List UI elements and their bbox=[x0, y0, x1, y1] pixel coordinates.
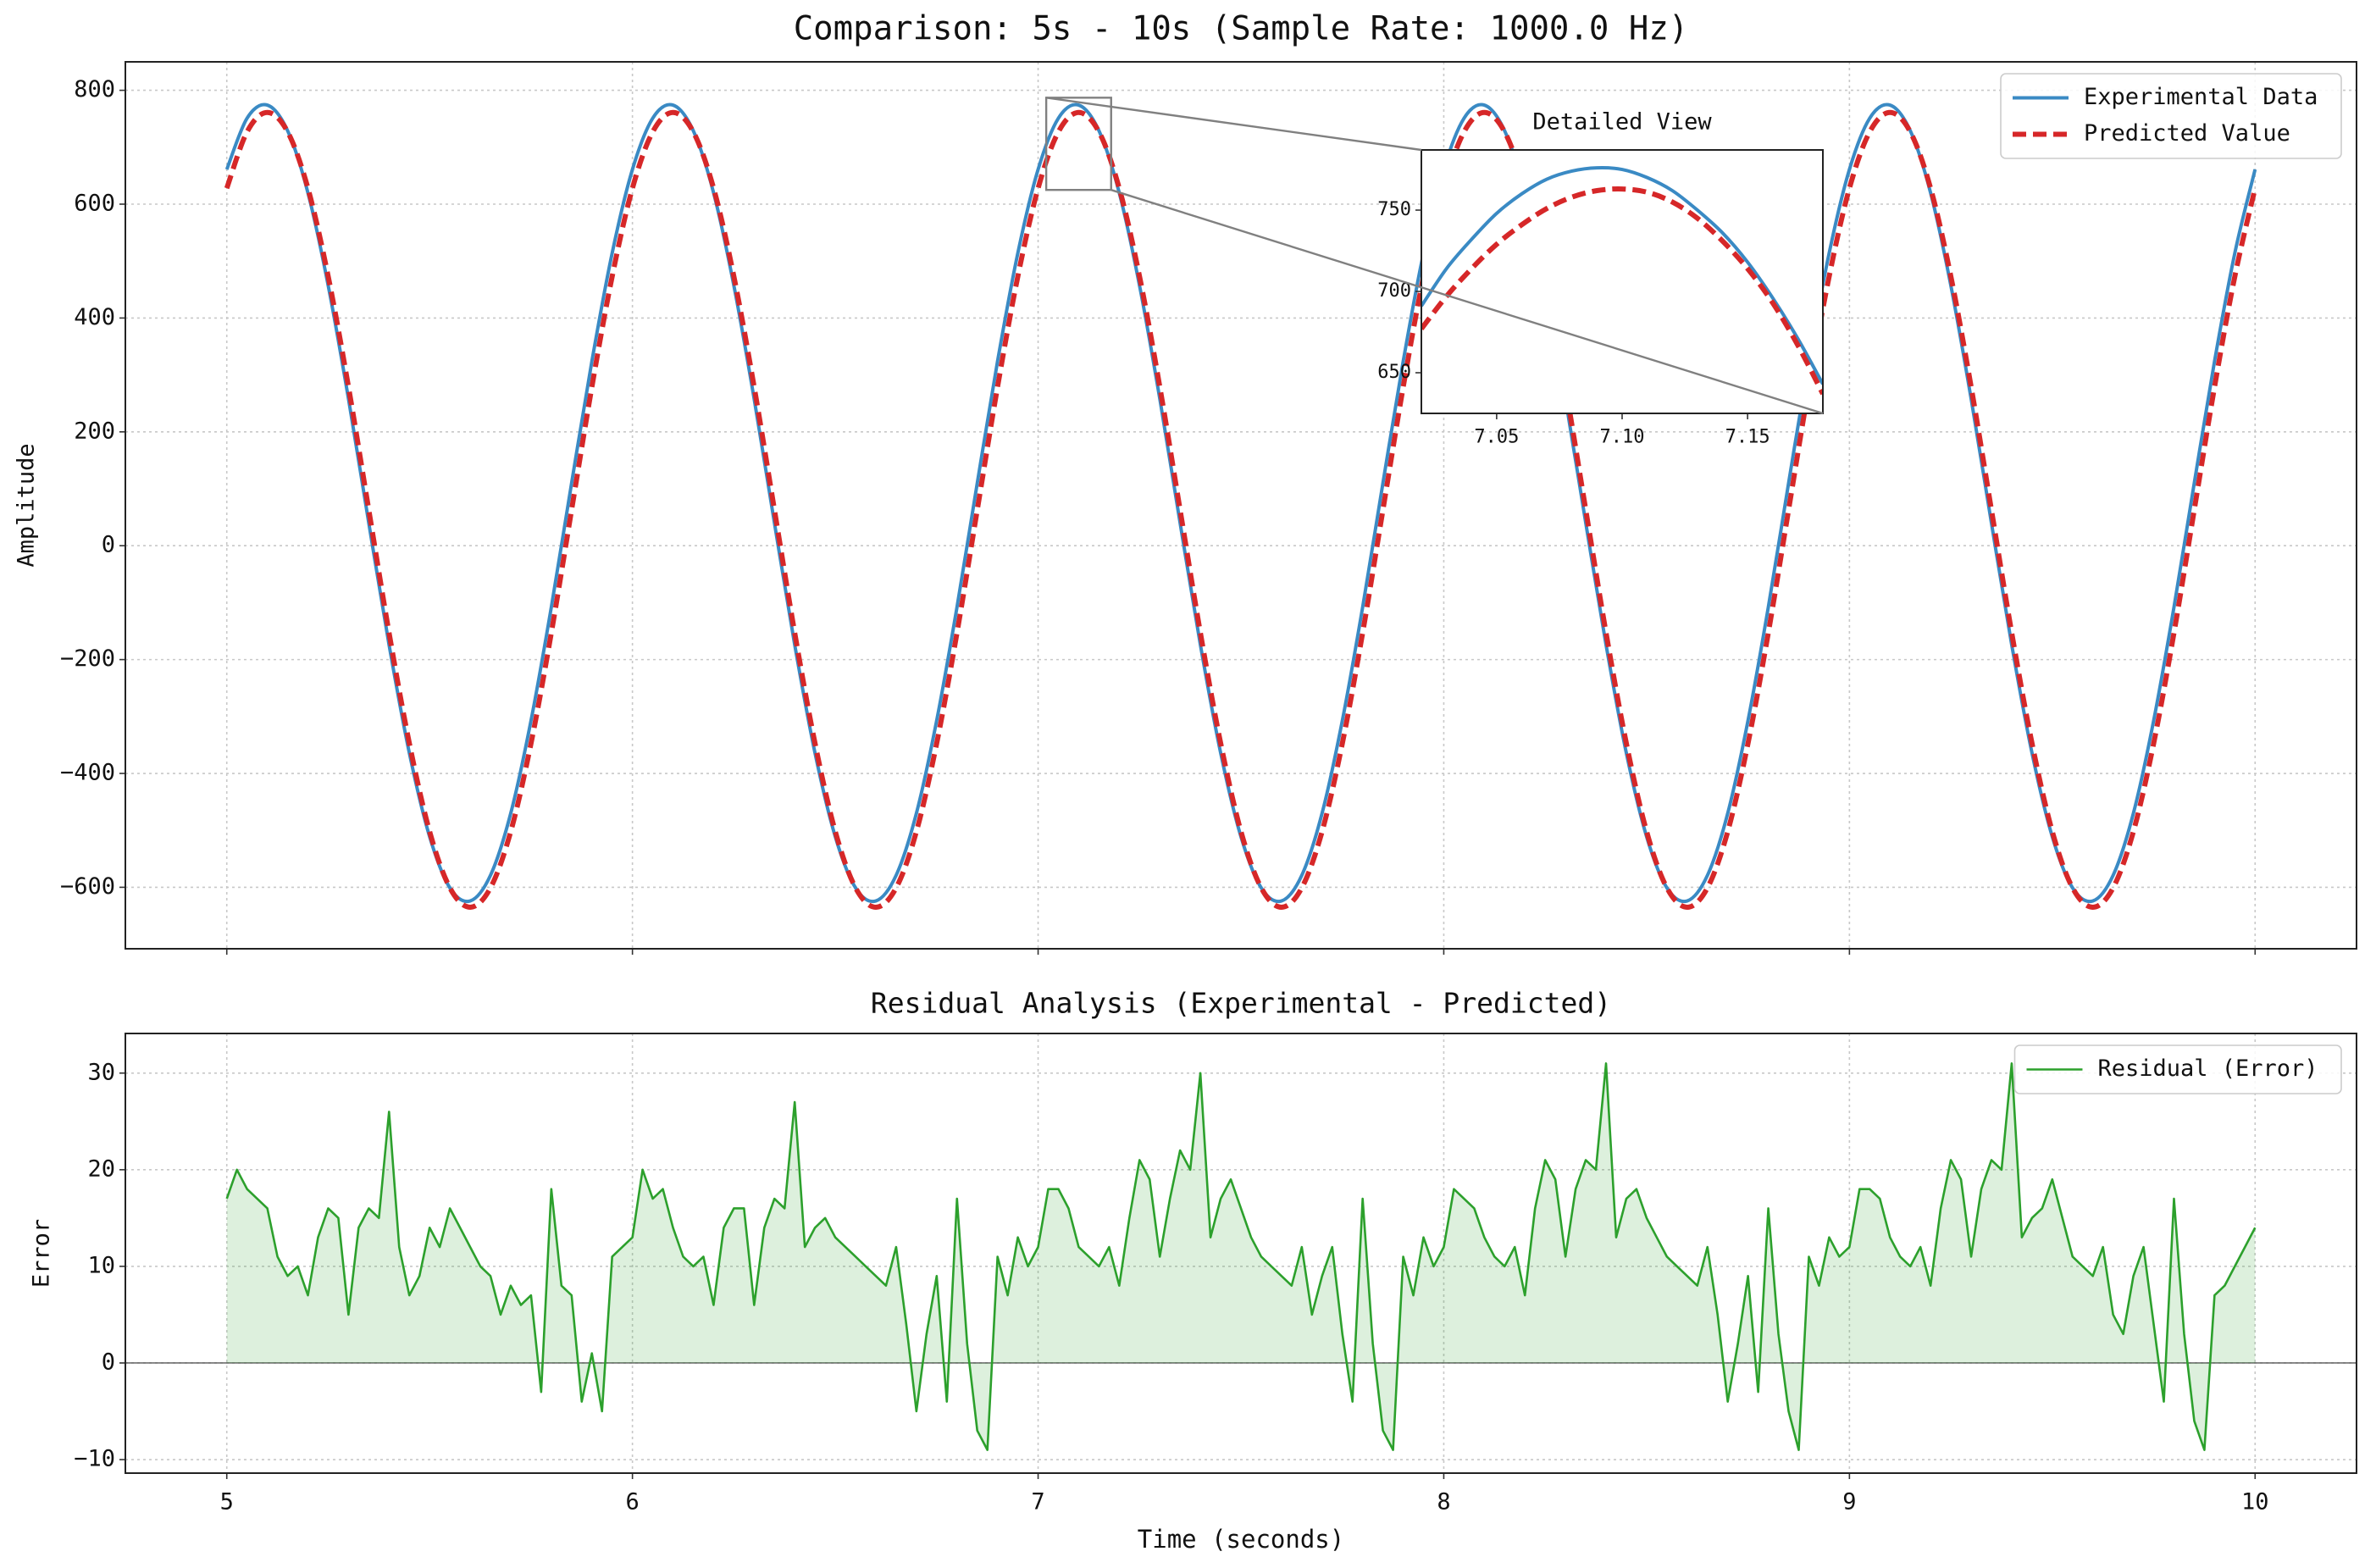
y-tick-label: 750 bbox=[1377, 199, 1411, 220]
y-tick-label: −10 bbox=[74, 1446, 115, 1472]
y-axis-label: Error bbox=[29, 1219, 55, 1288]
y-axis-label: Amplitude bbox=[14, 443, 40, 567]
y-tick-label: 650 bbox=[1377, 362, 1411, 383]
legend: Residual (Error) bbox=[2013, 1044, 2342, 1094]
y-tick-label: 0 bbox=[102, 1349, 115, 1375]
y-tick-label: 700 bbox=[1377, 280, 1411, 302]
legend-box bbox=[2013, 1044, 2342, 1094]
area-fill bbox=[226, 1063, 2256, 1450]
x-tick-label: 7.10 bbox=[1600, 427, 1645, 448]
x-tick-label: 6 bbox=[626, 1489, 640, 1515]
dashed-line bbox=[1421, 186, 1823, 396]
y-tick-label: 200 bbox=[74, 418, 115, 444]
x-tick-label: 8 bbox=[1437, 1489, 1450, 1515]
axes-background bbox=[1421, 150, 1823, 413]
axes: 5 6 7 8 9 10 −10 0 10 20 30 Residual Analysis (Expe… bbox=[29, 987, 2357, 1554]
plot-area bbox=[125, 1062, 2357, 1451]
zoom-connector bbox=[1045, 97, 1422, 152]
axes-frame bbox=[125, 61, 2357, 950]
y-tick-label: −200 bbox=[60, 645, 115, 672]
axes-background bbox=[125, 1033, 2357, 1473]
legend-label: Residual (Error) bbox=[2097, 1055, 2318, 1082]
y-tick-label: 600 bbox=[74, 191, 115, 217]
chart-title: Comparison: 5s - 10s (Sample Rate: 1000.… bbox=[794, 10, 1689, 48]
y-tick-label: 800 bbox=[74, 76, 115, 103]
dashed-line bbox=[224, 109, 2258, 910]
chart-title: Residual Analysis (Experimental - Predic… bbox=[871, 987, 1611, 1020]
x-tick-label: 5 bbox=[220, 1489, 234, 1515]
y-tick-label: 20 bbox=[87, 1155, 115, 1182]
axes-frame bbox=[1421, 149, 1824, 414]
axes: 7.05 7.10 7.15 650 700 750 Detailed View bbox=[1377, 109, 1824, 448]
legend-box bbox=[2000, 73, 2342, 159]
line bbox=[225, 1062, 2257, 1451]
x-axis-label: Time (seconds) bbox=[1138, 1525, 1344, 1554]
y-tick-label: 0 bbox=[102, 532, 115, 558]
legend-label: Predicted Value bbox=[2084, 120, 2290, 147]
y-tick-label: −400 bbox=[60, 760, 115, 786]
y-tick-label: 400 bbox=[74, 304, 115, 330]
zoom-box bbox=[1044, 97, 1112, 191]
inset-title: Detailed View bbox=[1532, 109, 1712, 136]
x-tick-label: 7.15 bbox=[1725, 427, 1770, 448]
axes-frame bbox=[125, 1033, 2357, 1474]
line bbox=[1421, 166, 1823, 385]
x-tick-label: 7.05 bbox=[1474, 427, 1519, 448]
x-tick-label: 9 bbox=[1842, 1489, 1856, 1515]
x-tick-label: 10 bbox=[2241, 1489, 2269, 1515]
axes: −600 −400 −200 0 200 400 600 800 Comparison: 5s … bbox=[14, 10, 2357, 955]
x-tick-label: 7 bbox=[1031, 1489, 1044, 1515]
plot-area bbox=[1421, 166, 1823, 396]
axes-background bbox=[125, 62, 2357, 949]
plot-area bbox=[224, 103, 2258, 910]
legend-label: Experimental Data bbox=[2084, 84, 2318, 110]
y-tick-label: −600 bbox=[60, 873, 115, 900]
zoom-connector bbox=[1110, 189, 1824, 415]
y-tick-label: 10 bbox=[87, 1252, 115, 1278]
legend: Experimental Data Predicted Value bbox=[2000, 73, 2342, 159]
y-tick-label: 30 bbox=[87, 1059, 115, 1085]
